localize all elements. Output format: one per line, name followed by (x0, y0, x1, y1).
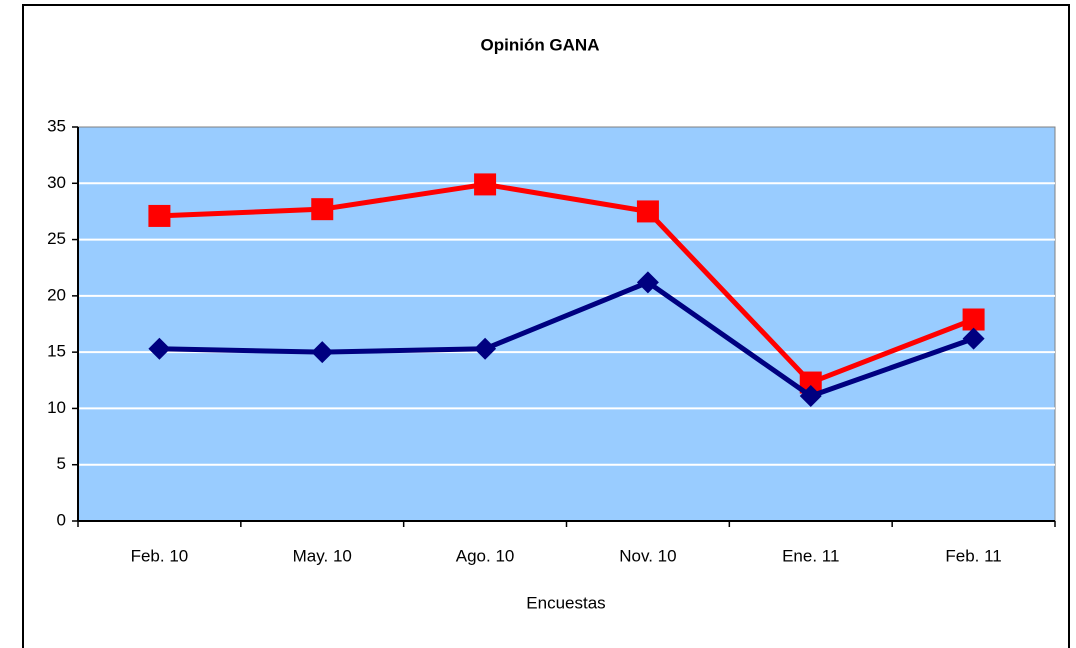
y-tick-label: 5 (57, 454, 66, 473)
marker (636, 200, 659, 223)
marker (474, 337, 497, 360)
marker (311, 198, 334, 221)
series-line (159, 181, 975, 386)
x-tick-label: Ago. 10 (456, 546, 515, 565)
chart-title: Opinión GANA (481, 35, 600, 54)
y-tick-label: 10 (47, 398, 66, 417)
x-tick-label: Nov. 10 (619, 546, 676, 565)
marker (799, 385, 822, 408)
marker (474, 173, 497, 196)
y-tick-label: 30 (47, 173, 66, 192)
x-axis-label: Encuestas (526, 593, 605, 612)
y-tick-label: 15 (47, 342, 66, 361)
y-tick-label: 35 (47, 116, 66, 135)
y-tick-label: 25 (47, 229, 66, 248)
plot-area (77, 126, 1056, 522)
series-line (159, 279, 975, 399)
x-tick-label: May. 10 (293, 546, 352, 565)
marker (962, 327, 985, 350)
x-tick-label: Ene. 11 (782, 546, 839, 565)
marker (799, 371, 822, 394)
marker (148, 204, 171, 227)
x-tick-label: Feb. 10 (131, 546, 189, 565)
y-tick-label: 20 (47, 285, 66, 304)
x-tick-label: Feb. 11 (945, 546, 1001, 565)
marker (311, 341, 334, 364)
marker (636, 271, 659, 294)
marker (962, 308, 985, 331)
y-tick-label: 0 (57, 510, 66, 529)
marker (148, 337, 171, 360)
